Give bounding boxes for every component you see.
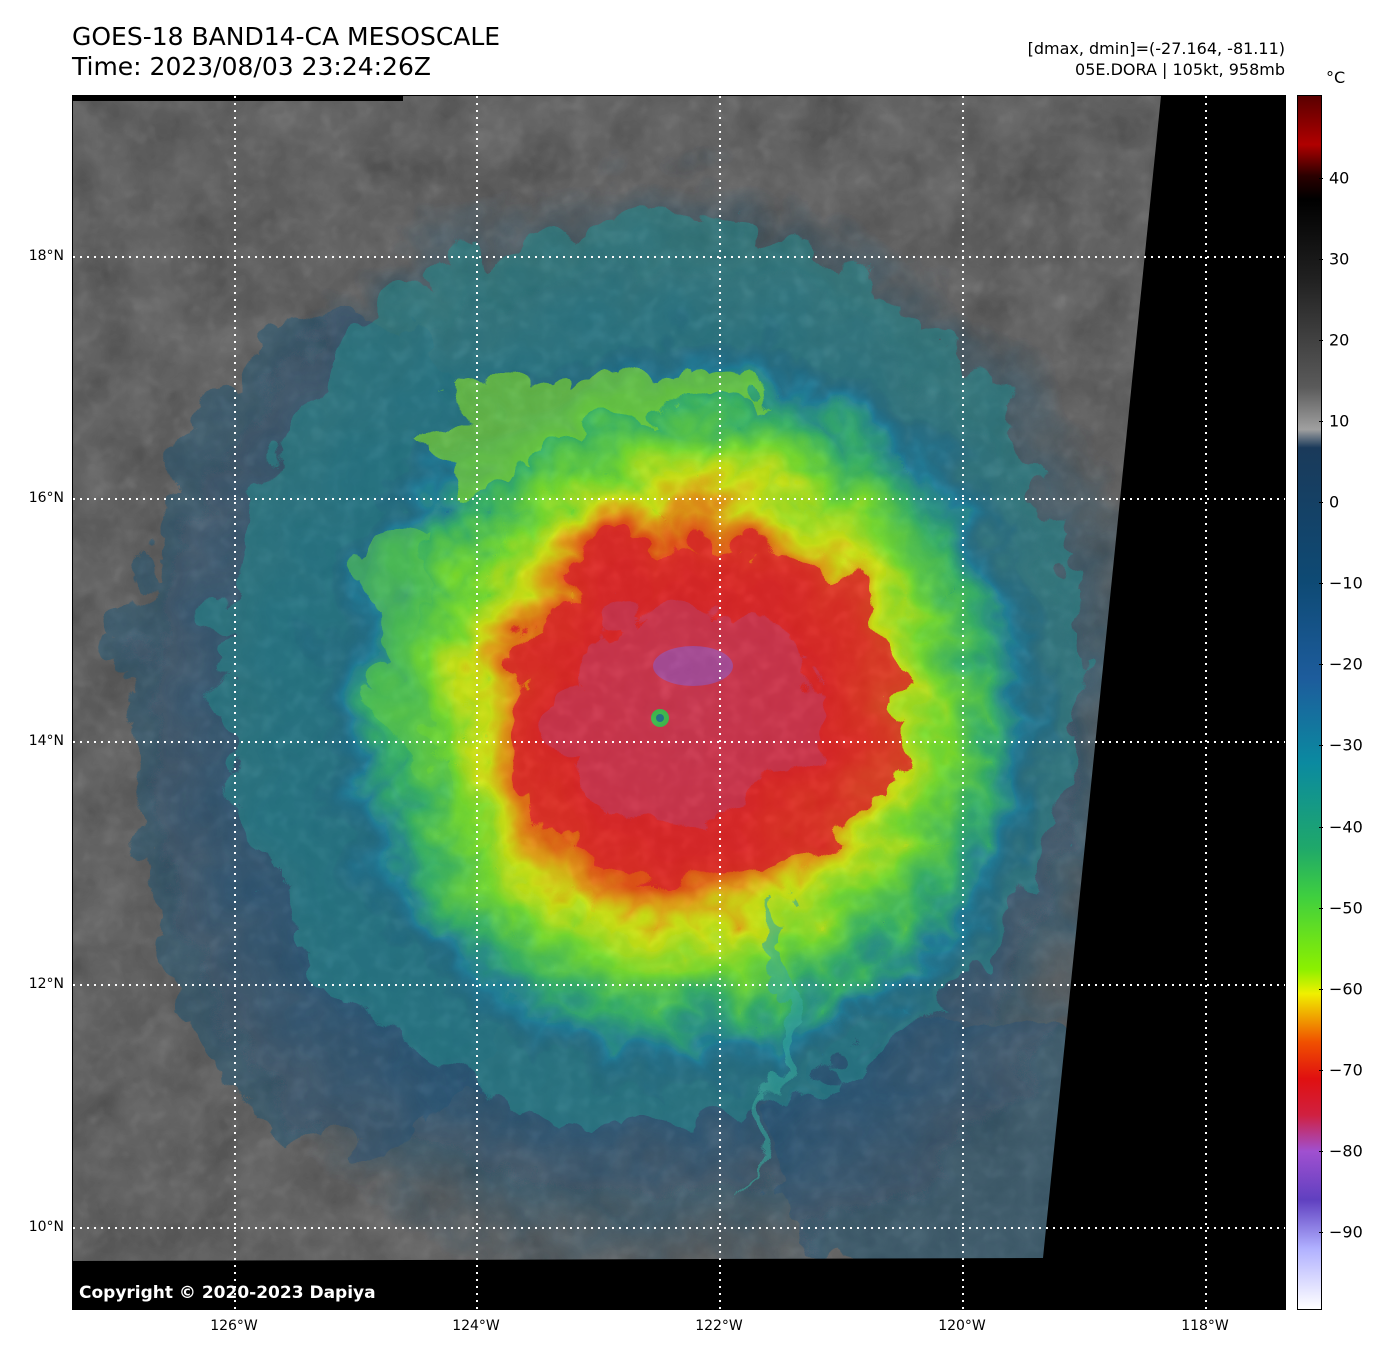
colorbar-tick-label: −10: [1329, 573, 1363, 593]
colorbar-tick-mark: [1319, 1069, 1323, 1071]
lat-label-12n: 12°N: [28, 976, 64, 992]
colorbar-tick-mark: [1319, 1231, 1323, 1233]
lon-label-118w: 118°W: [1181, 1318, 1229, 1334]
no-data-region: [73, 96, 1285, 1309]
storm-summary: 05E.DORA | 105kt, 958mb: [1075, 60, 1285, 79]
colorbar-tick-label: −60: [1329, 979, 1363, 999]
colorbar-tick-label: −70: [1329, 1060, 1363, 1080]
lat-label-14n: 14°N: [28, 733, 64, 749]
temperature-range: [dmax, dmin]=(-27.164, -81.11): [1027, 39, 1285, 58]
colorbar-tick-label: 0: [1329, 492, 1340, 512]
title-line-time: Time: 2023/08/03 23:24:26Z: [72, 52, 431, 81]
colorbar-tick-label: 40: [1329, 168, 1350, 188]
colorbar-unit: °C: [1326, 68, 1346, 87]
colorbar-tick-label: −50: [1329, 898, 1363, 918]
lon-label-124w: 124°W: [452, 1318, 500, 1334]
colorbar-tick-label: −80: [1329, 1141, 1363, 1161]
satellite-image: Copyright © 2020-2023 Dapiya: [72, 95, 1286, 1310]
lon-label-120w: 120°W: [938, 1318, 986, 1334]
colorbar-tick-mark: [1319, 664, 1323, 666]
lon-label-126w: 126°W: [210, 1318, 258, 1334]
colorbar-tick-mark: [1319, 826, 1323, 828]
colorbar-tick-label: −30: [1329, 735, 1363, 755]
scan-edge: [73, 96, 403, 101]
copyright-notice: Copyright © 2020-2023 Dapiya: [79, 1283, 376, 1303]
colorbar-tick-mark: [1319, 340, 1323, 342]
colorbar-tick-mark: [1319, 1150, 1323, 1152]
lat-label-18n: 18°N: [28, 248, 64, 264]
product-title: GOES-18 BAND14-CA MESOSCALE Time: 2023/0…: [72, 22, 500, 82]
colorbar-tick-label: 30: [1329, 249, 1350, 269]
colorbar-tick-mark: [1319, 907, 1323, 909]
colorbar-tick-mark: [1319, 502, 1323, 504]
colorbar-tick-label: −40: [1329, 817, 1363, 837]
colorbar-tick-mark: [1319, 259, 1323, 261]
lon-label-122w: 122°W: [695, 1318, 743, 1334]
temperature-colorbar: [1297, 95, 1322, 1310]
colorbar-tick-mark: [1319, 745, 1323, 747]
storm-info: [dmax, dmin]=(-27.164, -81.11) 05E.DORA …: [1028, 38, 1285, 80]
lat-label-16n: 16°N: [28, 490, 64, 506]
lat-label-10n: 10°N: [28, 1219, 64, 1235]
colorbar-tick-mark: [1319, 988, 1323, 990]
colorbar-tick-mark: [1319, 178, 1323, 179]
colorbar-tick-mark: [1319, 583, 1323, 585]
colorbar-tick-label: 20: [1329, 330, 1350, 350]
infrared-imagery: [73, 96, 1285, 1309]
colorbar-tick-label: 10: [1329, 411, 1350, 431]
colorbar-tick-mark: [1319, 421, 1323, 423]
colorbar-tick-label: −20: [1329, 654, 1363, 674]
colorbar-tick-label: −90: [1329, 1222, 1363, 1242]
title-line-product: GOES-18 BAND14-CA MESOSCALE: [72, 22, 501, 51]
